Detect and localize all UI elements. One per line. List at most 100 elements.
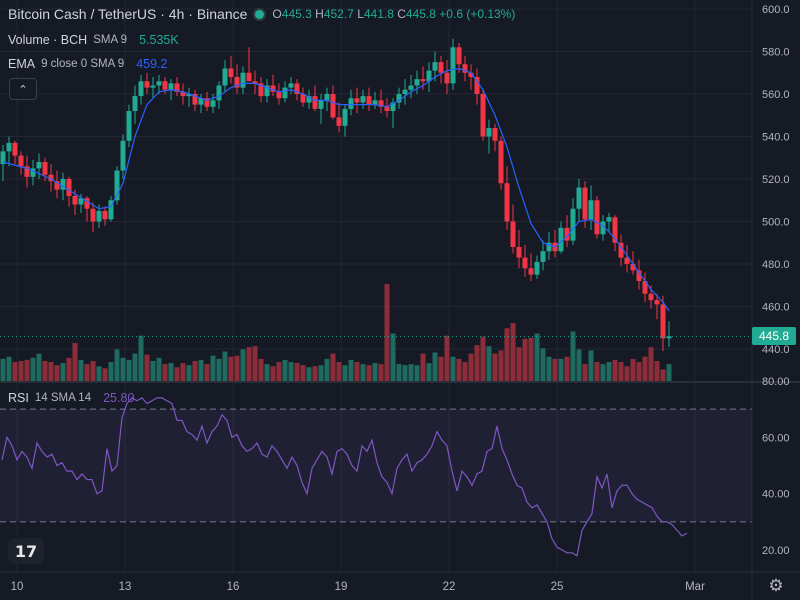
volume-bar xyxy=(498,350,504,381)
volume-bar xyxy=(6,356,12,381)
candle-body xyxy=(564,227,570,241)
volume-bars xyxy=(0,284,672,381)
tradingview-logo[interactable]: 17 xyxy=(8,538,44,564)
volume-bar xyxy=(426,363,432,381)
ohlc-values: O445.3 H452.7 L441.8 C445.8 +0.6 (+0.13%… xyxy=(272,7,515,21)
candle-body xyxy=(222,68,228,86)
volume-bar xyxy=(642,356,648,381)
candle-body xyxy=(72,196,78,205)
price-tick-label: 440.0 xyxy=(762,344,790,356)
volume-bar xyxy=(12,362,18,381)
volume-bar xyxy=(372,363,378,381)
candle-body xyxy=(288,83,294,88)
volume-legend[interactable]: Volume · BCH SMA 9 5.535K xyxy=(8,33,179,47)
candle-body xyxy=(342,108,348,126)
candle-body xyxy=(276,91,282,99)
volume-bar xyxy=(510,323,516,381)
candle-body xyxy=(510,221,516,247)
volume-bar xyxy=(354,362,360,381)
candle-body xyxy=(120,140,126,171)
volume-bar xyxy=(216,358,222,381)
time-tick-label: 19 xyxy=(335,581,348,593)
volume-bar xyxy=(276,362,282,381)
candle-body xyxy=(324,94,330,101)
price-tick-label: 560.0 xyxy=(762,89,790,101)
candle-body xyxy=(420,79,426,82)
volume-bar xyxy=(132,353,138,381)
candle-body xyxy=(96,210,102,222)
candle-body xyxy=(306,96,312,103)
volume-bar xyxy=(432,352,438,381)
price-tick-label: 520.0 xyxy=(762,174,790,186)
volume-bar xyxy=(246,347,252,381)
volume-bar xyxy=(402,365,408,381)
close-label: C xyxy=(397,7,406,21)
candle-body xyxy=(408,85,414,90)
ema-label: EMA xyxy=(8,57,36,71)
rsi-legend[interactable]: RSI 14 SMA 14 25.80 xyxy=(8,391,134,405)
volume-bar xyxy=(84,364,90,381)
candle-body xyxy=(660,304,666,339)
candle-body xyxy=(642,281,648,294)
volume-bar xyxy=(636,362,642,381)
time-tick-label: 25 xyxy=(551,581,564,593)
volume-bar xyxy=(300,365,306,381)
candle-body xyxy=(258,83,264,97)
rsi-polyline xyxy=(1,397,688,557)
collapse-legend-button[interactable]: ⌃ xyxy=(9,78,37,100)
price-tick-label: 580.0 xyxy=(762,47,790,59)
volume-bar xyxy=(30,357,36,381)
time-tick-label: 13 xyxy=(119,581,132,593)
volume-bar xyxy=(378,364,384,381)
volume-bar xyxy=(336,362,342,381)
volume-bar xyxy=(420,353,426,381)
volume-bar xyxy=(384,284,390,381)
candle-body xyxy=(570,208,576,241)
candle-body xyxy=(654,300,660,305)
candle-body xyxy=(366,96,372,105)
candle-body xyxy=(234,77,240,88)
volume-bar xyxy=(330,353,336,381)
price-tick-label: 600.0 xyxy=(762,4,790,16)
candle-body xyxy=(372,100,378,105)
volume-bar xyxy=(654,360,660,381)
volume-bar xyxy=(210,355,216,381)
price-tick-label: 460.0 xyxy=(762,302,790,314)
volume-bar xyxy=(54,365,60,381)
candle-body xyxy=(228,68,234,77)
candle-body xyxy=(30,168,36,177)
volume-ma-label: SMA 9 xyxy=(93,34,128,46)
gear-icon[interactable]: ⚙ xyxy=(768,576,784,595)
time-tick-label: Mar xyxy=(685,581,705,593)
price-tick-label: 500.0 xyxy=(762,217,790,229)
candle-body xyxy=(474,77,480,94)
candle-body xyxy=(588,200,594,220)
volume-bar xyxy=(612,359,618,381)
candle-body xyxy=(516,247,522,258)
candle-body xyxy=(102,210,108,220)
rsi-pane xyxy=(0,397,752,557)
change-value: +0.6 (+0.13%) xyxy=(439,7,516,21)
candle-body xyxy=(90,208,96,222)
volume-bar xyxy=(546,356,552,381)
candle-body xyxy=(396,94,402,103)
volume-bar xyxy=(234,355,240,381)
volume-bar xyxy=(60,363,66,381)
chevron-up-icon: ⌃ xyxy=(18,83,28,96)
volume-bar xyxy=(156,357,162,381)
candle-body xyxy=(138,81,144,97)
candle-body xyxy=(600,221,606,235)
volume-bar xyxy=(144,354,150,381)
candle-body xyxy=(336,117,342,126)
candle-body xyxy=(360,96,366,103)
ema-line xyxy=(2,67,670,312)
volume-bar xyxy=(288,362,294,381)
volume-bar xyxy=(540,348,546,381)
volume-bar xyxy=(468,353,474,381)
ema-legend[interactable]: EMA 9 close 0 SMA 9 459.2 xyxy=(8,57,167,71)
volume-bar xyxy=(648,347,654,381)
symbol-title[interactable]: Bitcoin Cash / TetherUS · 4h · Binance xyxy=(8,6,248,22)
volume-bar xyxy=(576,349,582,381)
volume-bar xyxy=(486,346,492,381)
